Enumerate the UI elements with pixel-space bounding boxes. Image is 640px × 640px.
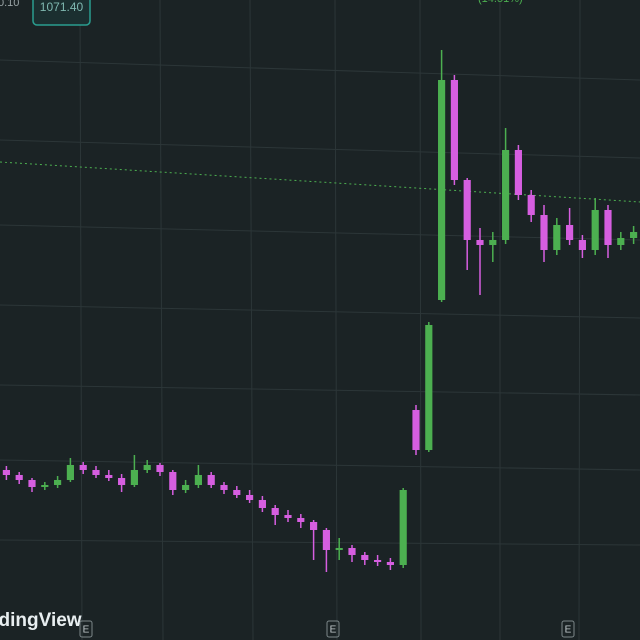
left-label: 0.10	[0, 0, 19, 9]
candle-body	[105, 475, 113, 478]
candle-body	[438, 80, 446, 300]
candle-body	[79, 465, 87, 470]
candle-body	[207, 475, 215, 485]
candle-body	[118, 478, 126, 485]
logo: TradingView	[0, 610, 82, 631]
grid-line	[79, 0, 83, 640]
grid-line	[0, 539, 640, 546]
candle-body	[361, 555, 369, 560]
grid-line	[0, 59, 640, 81]
grid-line	[0, 139, 640, 159]
candle-body	[463, 180, 471, 240]
grid-line	[578, 0, 581, 640]
candle-body	[412, 410, 420, 450]
candle-body	[335, 548, 343, 550]
candle-body	[348, 548, 356, 555]
candle-body	[169, 472, 177, 490]
price-label: 1071.40	[40, 0, 84, 14]
candle-body	[553, 225, 561, 250]
reference-line	[0, 161, 640, 203]
candle-body	[130, 470, 138, 485]
grid-line	[419, 0, 422, 640]
candle-body	[92, 470, 100, 475]
grid-line	[0, 304, 640, 319]
grid-line	[159, 0, 164, 640]
candle-body	[527, 195, 535, 215]
grid-line	[249, 0, 254, 640]
candle-body	[15, 475, 23, 480]
candle-body	[297, 518, 305, 522]
event-label: E	[330, 625, 337, 636]
event-marker	[79, 620, 93, 638]
candle-body	[578, 240, 586, 250]
candle-body	[399, 490, 407, 565]
candle-body	[591, 210, 599, 250]
grid-line	[0, 459, 640, 471]
candle-body	[271, 508, 279, 515]
candle-body	[630, 232, 638, 238]
candle-body	[284, 515, 292, 518]
candle-body	[514, 150, 522, 195]
candle-body	[476, 240, 484, 245]
candle-body	[194, 475, 202, 485]
event-label: E	[83, 625, 90, 636]
candle-body	[425, 325, 433, 450]
candle-body	[617, 238, 625, 245]
candle-body	[374, 560, 382, 562]
event-label: E	[565, 625, 572, 636]
grid-line	[0, 384, 640, 396]
candle-body	[502, 150, 510, 240]
candle-body	[322, 530, 330, 550]
candle-body	[450, 80, 458, 180]
candle-body	[540, 215, 548, 250]
grid-line	[334, 0, 338, 640]
candle-body	[28, 480, 36, 487]
candle-body	[54, 480, 62, 485]
candle-body	[220, 485, 228, 490]
event-marker	[561, 620, 575, 638]
candle-body	[566, 225, 574, 240]
candle-body	[182, 485, 190, 490]
candle-body	[2, 470, 10, 475]
candle-body	[41, 485, 49, 487]
change-label: (14.51%)	[478, 0, 523, 5]
event-marker	[326, 620, 340, 638]
candle-body	[246, 495, 254, 500]
price-box	[32, 0, 91, 26]
candle-body	[233, 490, 241, 495]
candle-body	[156, 465, 164, 472]
candle-body	[386, 562, 394, 565]
candle-body	[310, 522, 318, 530]
candle-body	[143, 465, 151, 470]
candle-body	[489, 240, 497, 245]
grid-line	[0, 224, 640, 241]
candle-body	[258, 500, 266, 508]
candle-body	[66, 465, 74, 480]
candles	[2, 50, 638, 572]
candle-body	[604, 210, 612, 245]
